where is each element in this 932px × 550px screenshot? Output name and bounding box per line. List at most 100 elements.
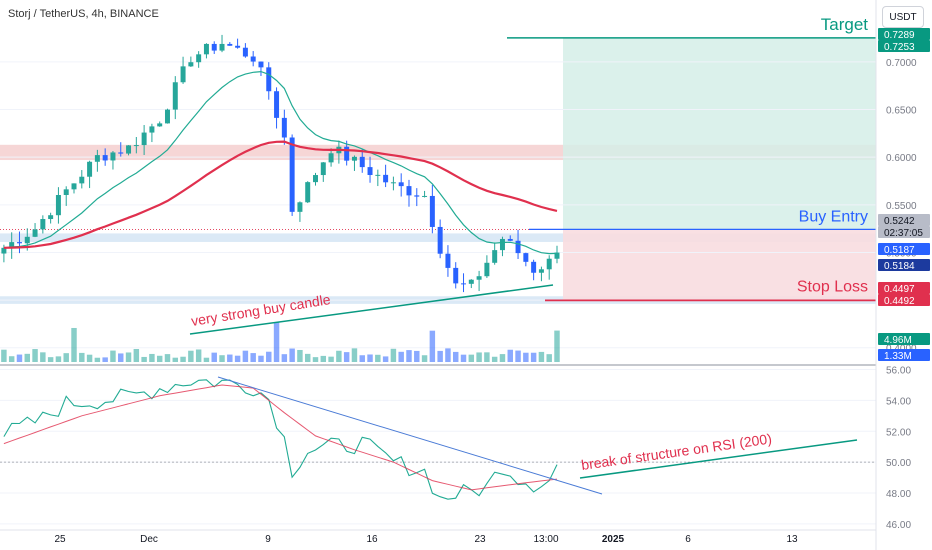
- y-tick-label: 0.5500: [886, 201, 917, 212]
- candle-body: [313, 175, 318, 183]
- candle-body: [305, 182, 311, 203]
- volume-bar: [468, 354, 475, 362]
- volume-bar: [328, 356, 334, 362]
- candle-body: [453, 267, 459, 284]
- volume-bar: [437, 350, 443, 362]
- price-tag: [878, 226, 930, 238]
- volume-bar: [281, 354, 288, 362]
- volume-tag-label: 4.96M: [884, 335, 912, 346]
- price-tag: [878, 28, 930, 40]
- candle-body: [359, 156, 365, 168]
- rsi-ma-line: [3, 384, 558, 491]
- price-tag-label: 0.4497: [884, 284, 915, 295]
- volume-bar: [63, 353, 69, 362]
- candle-body: [266, 67, 272, 92]
- candle-body: [414, 195, 420, 197]
- rsi-trendline: [217, 376, 603, 495]
- candle-body: [523, 253, 529, 262]
- candle-body: [406, 186, 412, 196]
- x-tick-label: 6: [685, 534, 691, 545]
- volume-bar: [125, 352, 132, 362]
- volume-bar: [242, 350, 249, 362]
- price-tag-label: 02:37:05: [884, 228, 923, 239]
- rsi-tick-label: 54.00: [886, 396, 911, 407]
- volume-tag-label: 1.33M: [884, 351, 912, 362]
- price-tag-label: 0.5242: [884, 216, 915, 227]
- volume-bar: [273, 322, 280, 362]
- trend-line-green: [189, 284, 554, 335]
- candle-body: [258, 61, 264, 68]
- candle-body: [375, 174, 381, 176]
- candle-body: [484, 262, 490, 277]
- volume-bar: [320, 355, 327, 362]
- candle-body: [476, 276, 482, 280]
- candle-body: [110, 152, 116, 161]
- volume-bar: [499, 354, 506, 362]
- candle-body: [235, 45, 241, 48]
- candle-body: [87, 161, 93, 177]
- rsi-tick-label: 46.00: [886, 520, 911, 531]
- candle-body: [126, 145, 132, 154]
- candle-body: [351, 156, 357, 161]
- candle-body: [461, 283, 467, 285]
- candle-body: [79, 176, 85, 184]
- price-axis-bg: [876, 0, 932, 550]
- volume-bar: [55, 356, 62, 362]
- price-tag: [878, 243, 930, 255]
- currency-button[interactable]: USDT: [882, 6, 924, 28]
- volume-bar: [203, 357, 210, 362]
- candle-body: [328, 153, 334, 163]
- price-tag-label: 0.7289: [884, 30, 915, 41]
- volume-bar: [234, 355, 241, 362]
- volume-bar: [476, 352, 482, 362]
- volume-bar: [102, 357, 108, 362]
- candle-body: [367, 167, 373, 175]
- candle-body: [180, 66, 186, 83]
- candle-body: [507, 238, 513, 241]
- target-zone: [563, 37, 876, 230]
- volume-bar: [538, 351, 545, 362]
- volume-bar: [460, 354, 467, 362]
- volume-bar: [32, 349, 38, 362]
- volume-bar: [312, 357, 319, 362]
- candle-body: [242, 47, 248, 57]
- candle-body: [274, 91, 280, 118]
- volume-bar: [289, 348, 295, 362]
- candle-body: [63, 189, 69, 195]
- candle-body: [211, 43, 217, 51]
- candle-body: [289, 137, 295, 212]
- candle-body: [515, 240, 521, 254]
- candle-body: [219, 43, 225, 51]
- volume-bar: [79, 352, 85, 362]
- stop-loss-label: Stop Loss: [797, 278, 868, 295]
- volume-tag: [878, 333, 930, 345]
- candle-body: [546, 258, 552, 270]
- candle-body: [297, 202, 303, 212]
- candle-body: [390, 182, 396, 184]
- price-tag: [878, 40, 930, 52]
- price-tag-label: 0.5184: [884, 261, 915, 272]
- symbol-title: Storj / TetherUS, 4h, BINANCE: [8, 8, 159, 20]
- candle-body: [1, 247, 7, 254]
- volume-bar: [149, 353, 155, 362]
- volume-bar: [546, 354, 552, 362]
- candle-body: [398, 182, 404, 187]
- buy-entry-label: Buy Entry: [799, 208, 868, 225]
- stop-zone: [563, 229, 876, 301]
- candle-body: [24, 236, 30, 244]
- candle-body: [32, 229, 38, 237]
- volume-bar: [110, 350, 116, 362]
- rsi-line: [3, 379, 558, 500]
- x-tick-label: 23: [474, 534, 486, 545]
- rsi-break-line: [579, 439, 858, 479]
- volume-bar: [164, 354, 171, 362]
- volume-bar: [530, 352, 537, 362]
- volume-bar: [258, 355, 264, 362]
- volume-bar: [421, 355, 428, 362]
- x-tick-label: 9: [265, 534, 271, 545]
- x-tick-label: 13:00: [533, 534, 558, 545]
- candle-body: [538, 269, 544, 273]
- candle-body: [468, 279, 474, 284]
- candle-body: [320, 162, 326, 176]
